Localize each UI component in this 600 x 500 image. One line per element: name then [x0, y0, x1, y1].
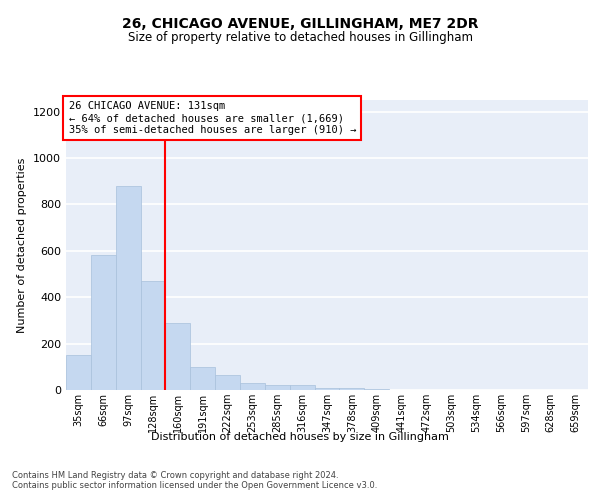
Bar	[240, 383, 265, 390]
Text: Distribution of detached houses by size in Gillingham: Distribution of detached houses by size …	[151, 432, 449, 442]
Bar	[265, 386, 290, 390]
Bar	[140, 281, 166, 390]
Bar	[66, 355, 91, 390]
Bar	[290, 386, 314, 390]
Text: 26, CHICAGO AVENUE, GILLINGHAM, ME7 2DR: 26, CHICAGO AVENUE, GILLINGHAM, ME7 2DR	[122, 18, 478, 32]
Bar	[91, 256, 116, 390]
Bar	[166, 322, 190, 390]
Bar	[215, 375, 240, 390]
Bar	[190, 367, 215, 390]
Text: Contains HM Land Registry data © Crown copyright and database right 2024.: Contains HM Land Registry data © Crown c…	[12, 471, 338, 480]
Text: Contains public sector information licensed under the Open Government Licence v3: Contains public sector information licen…	[12, 481, 377, 490]
Text: Size of property relative to detached houses in Gillingham: Size of property relative to detached ho…	[128, 31, 473, 44]
Y-axis label: Number of detached properties: Number of detached properties	[17, 158, 28, 332]
Bar	[340, 388, 364, 390]
Bar	[314, 388, 340, 390]
Text: 26 CHICAGO AVENUE: 131sqm
← 64% of detached houses are smaller (1,669)
35% of se: 26 CHICAGO AVENUE: 131sqm ← 64% of detac…	[68, 102, 356, 134]
Bar	[364, 389, 389, 390]
Bar	[116, 186, 140, 390]
